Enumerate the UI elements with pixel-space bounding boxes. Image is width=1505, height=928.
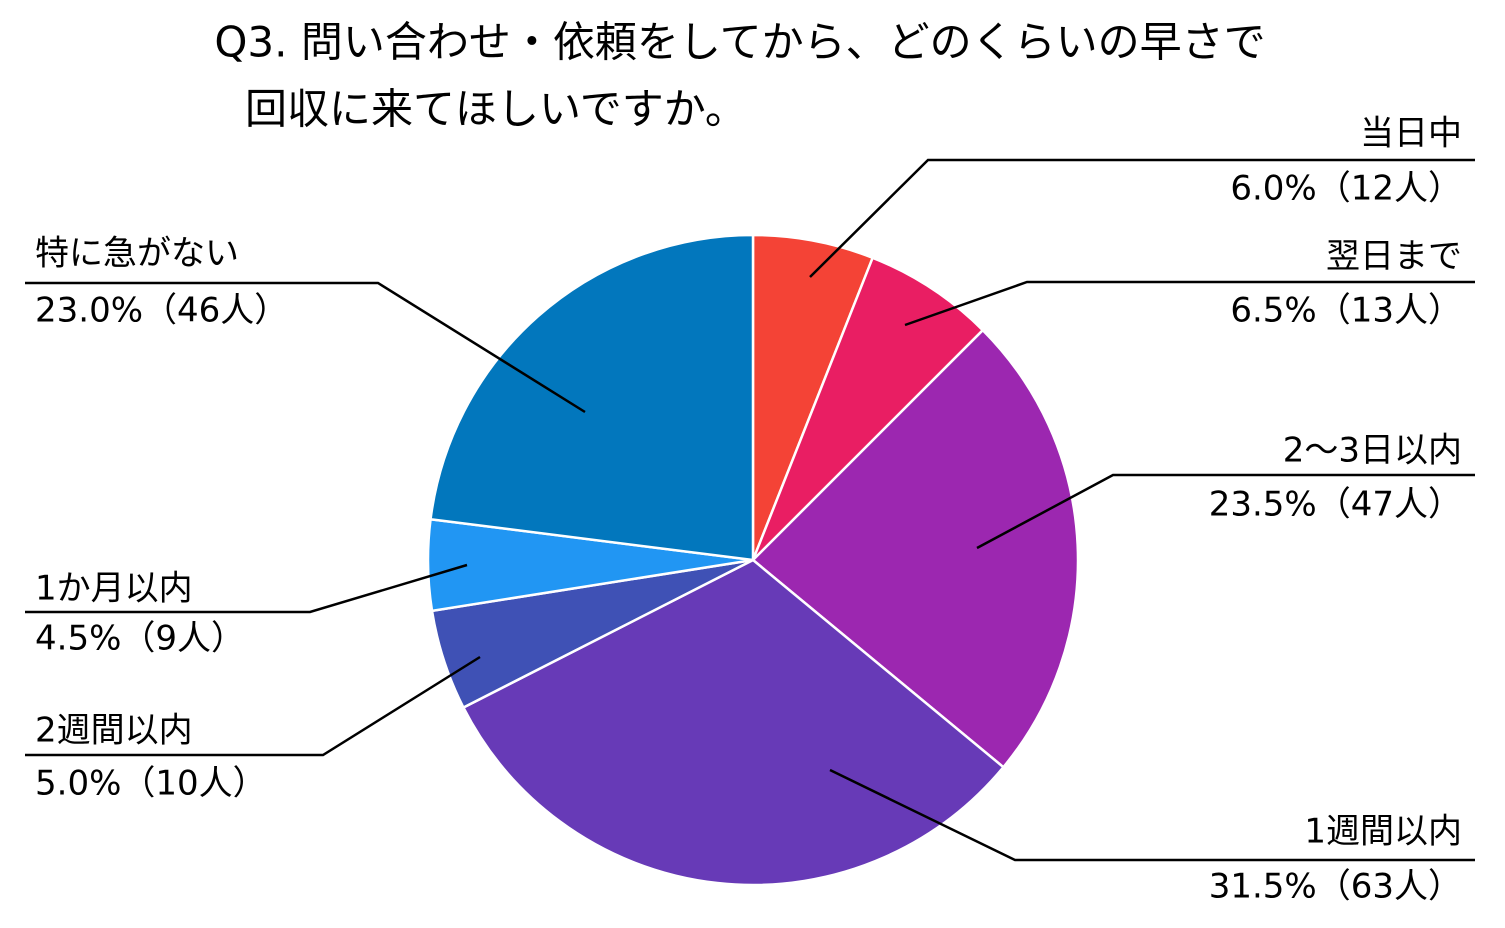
slice-label: 2～3日以内 [1283,431,1462,471]
slice-label: 1か月以内 [35,569,193,609]
pie-slice [751,328,1080,769]
leader-line [25,563,468,614]
slice-label: 当日中 [1360,114,1462,154]
leader-line [809,158,1475,278]
value-label: 23.5%（47人） [1209,485,1462,525]
value-label: 4.5%（9人） [35,619,245,659]
leader-line [829,768,1475,862]
slice-label: 2週間以内 [35,711,193,751]
leader-line [25,655,481,757]
pie-slice [429,233,755,562]
pie-slice [751,233,875,561]
value-label: 31.5%（63人） [1209,867,1462,907]
leader-line [25,281,586,414]
slice-label: 1週間以内 [1304,812,1462,852]
value-label: 23.0%（46人） [35,291,288,331]
slice-label: 翌日まで [1326,237,1462,277]
value-label: 6.5%（13人） [1230,291,1462,331]
leader-line [904,280,1475,327]
chart-title: Q3. 問い合わせ・依頼をしてから、どのくらいの早さで [214,18,1265,67]
value-label: 5.0%（10人） [35,764,267,804]
pie-slice [751,256,985,561]
chart-title: 回収に来てほしいですか。 [245,85,747,134]
leader-line [976,473,1475,550]
slice-label: 特に急がない [35,234,239,274]
value-label: 6.0%（12人） [1230,169,1462,209]
pie-slice [461,558,1006,887]
